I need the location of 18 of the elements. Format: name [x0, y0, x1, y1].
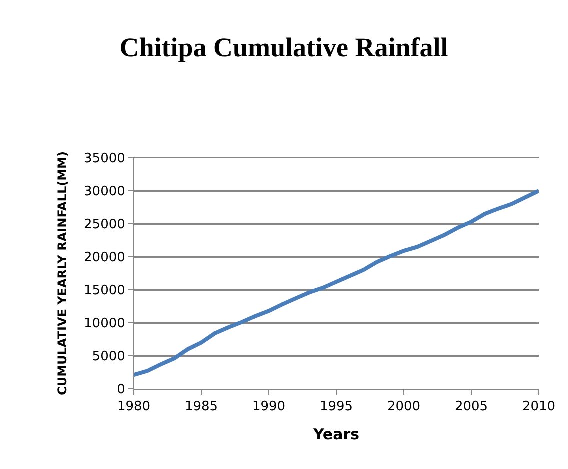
y-axis-title: CUMULATIVE YEARLY RAINFALL(MM): [55, 152, 70, 396]
y-tick-label: 15000: [84, 284, 126, 299]
y-tick-label: 20000: [84, 250, 126, 266]
x-tick-label: 2005: [454, 400, 488, 415]
y-tick-label: 5000: [92, 350, 126, 365]
y-tick-label: 30000: [84, 184, 126, 200]
x-axis-title: Years: [312, 426, 360, 444]
y-tick-label: 10000: [84, 316, 126, 332]
x-tick-label: 1990: [252, 400, 286, 415]
y-tick-label: 25000: [84, 218, 126, 233]
y-tick-label: 35000: [84, 152, 126, 167]
x-tick-label: 2010: [522, 400, 556, 415]
x-tick-label: 1995: [320, 400, 354, 415]
x-tick-label: 2000: [387, 400, 421, 415]
x-tick-label: 1980: [117, 400, 151, 415]
y-tick-label: 0: [117, 382, 126, 398]
chart-title: Chitipa Cumulative Rainfall: [120, 32, 449, 62]
x-tick-label: 1985: [184, 400, 218, 415]
